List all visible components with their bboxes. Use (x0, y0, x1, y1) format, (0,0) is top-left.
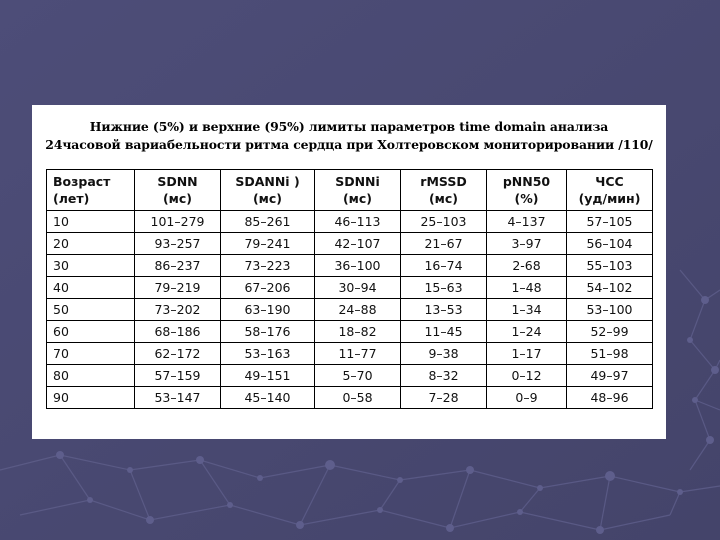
table-cell: 3–97 (486, 232, 567, 255)
table-cell: 13–53 (400, 298, 487, 321)
table-cell: 53–163 (220, 342, 315, 365)
table-cell: 24–88 (314, 298, 401, 321)
hrv-limits-table: Возраст (лет) SDNN (мс) SDANNi ) (мс) SDNNi… (46, 169, 653, 409)
table-cell: 21–67 (400, 232, 487, 255)
table-cell: 73–202 (134, 298, 221, 321)
table-cell: 16–74 (400, 254, 487, 277)
column-header-sdnni: SDNNi (мс) (314, 169, 401, 211)
table-cell: 54–102 (566, 276, 653, 299)
table-cell: 70 (46, 342, 135, 365)
column-header-rmssd: rMSSD (мс) (400, 169, 487, 211)
column-header-pnn50: pNN50 (%) (486, 169, 567, 211)
table-cell: 20 (46, 232, 135, 255)
table-cell: 52–99 (566, 320, 653, 343)
table-row: 40 79–219 67–206 30–94 15–63 1–48 54–102 (46, 276, 653, 299)
column-header-age: Возраст (лет) (46, 169, 135, 211)
column-header-heart-rate: ЧСС (уд/мин) (566, 169, 653, 211)
table-cell: 101–279 (134, 210, 221, 233)
table-cell: 63–190 (220, 298, 315, 321)
table-cell: 18–82 (314, 320, 401, 343)
table-row: 30 86–237 73–223 36–100 16–74 2-68 55–10… (46, 254, 653, 277)
table-cell: 50 (46, 298, 135, 321)
table-cell: 86–237 (134, 254, 221, 277)
table-cell: 40 (46, 276, 135, 299)
table-row: 50 73–202 63–190 24–88 13–53 1–34 53–100 (46, 298, 653, 321)
table-cell: 90 (46, 386, 135, 409)
table-cell: 7–28 (400, 386, 487, 409)
table-cell: 30 (46, 254, 135, 277)
table-cell: 49–97 (566, 364, 653, 387)
table-cell: 42–107 (314, 232, 401, 255)
table-cell: 62–172 (134, 342, 221, 365)
table-cell: 36–100 (314, 254, 401, 277)
table-cell: 67–206 (220, 276, 315, 299)
table-cell: 1–17 (486, 342, 567, 365)
table-row: 90 53–147 45–140 0–58 7–28 0–9 48–96 (46, 386, 653, 409)
table-cell: 57–105 (566, 210, 653, 233)
table-row: 70 62–172 53–163 11–77 9–38 1–17 51–98 (46, 342, 653, 365)
column-header-sdanni: SDANNi ) (мс) (220, 169, 315, 211)
table-cell: 53–147 (134, 386, 221, 409)
table-cell: 1–24 (486, 320, 567, 343)
table-row: 20 93–257 79–241 42–107 21–67 3–97 56–10… (46, 232, 653, 255)
table-cell: 4–137 (486, 210, 567, 233)
table-cell: 93–257 (134, 232, 221, 255)
table-cell: 11–77 (314, 342, 401, 365)
table-cell: 25–103 (400, 210, 487, 233)
table-cell: 51–98 (566, 342, 653, 365)
table-cell: 2-68 (486, 254, 567, 277)
table-cell: 79–219 (134, 276, 221, 299)
table-cell: 11–45 (400, 320, 487, 343)
table-cell: 80 (46, 364, 135, 387)
table-cell: 58–176 (220, 320, 315, 343)
table-cell: 57–159 (134, 364, 221, 387)
table-cell: 5–70 (314, 364, 401, 387)
table-cell: 30–94 (314, 276, 401, 299)
table-cell: 8–32 (400, 364, 487, 387)
table-cell: 79–241 (220, 232, 315, 255)
table-image-sheet: Нижние (5%) и верхние (95%) лимиты парам… (32, 105, 666, 439)
table-title-line-2: 24часовой вариабельности ритма сердца пр… (45, 137, 653, 152)
table-cell: 48–96 (566, 386, 653, 409)
table-cell: 0–12 (486, 364, 567, 387)
table-row: 10 101–279 85–261 46–113 25–103 4–137 57… (46, 210, 653, 233)
table-cell: 49–151 (220, 364, 315, 387)
network-nodes (56, 296, 719, 534)
table-cell: 10 (46, 210, 135, 233)
table-cell: 60 (46, 320, 135, 343)
table-row: 60 68–186 58–176 18–82 11–45 1–24 52–99 (46, 320, 653, 343)
table-cell: 56–104 (566, 232, 653, 255)
table-cell: 85–261 (220, 210, 315, 233)
table-row: 80 57–159 49–151 5–70 8–32 0–12 49–97 (46, 364, 653, 387)
table-cell: 55–103 (566, 254, 653, 277)
table-cell: 53–100 (566, 298, 653, 321)
table-cell: 68–186 (134, 320, 221, 343)
table-header-row: Возраст (лет) SDNN (мс) SDANNi ) (мс) SDNNi… (46, 169, 653, 211)
table-cell: 0–9 (486, 386, 567, 409)
column-header-sdnn: SDNN (мс) (134, 169, 221, 211)
table-cell: 9–38 (400, 342, 487, 365)
table-title-line-1: Нижние (5%) и верхние (95%) лимиты парам… (89, 119, 609, 134)
table-cell: 73–223 (220, 254, 315, 277)
table-cell: 1–34 (486, 298, 567, 321)
table-cell: 0–58 (314, 386, 401, 409)
table-cell: 46–113 (314, 210, 401, 233)
table-cell: 45–140 (220, 386, 315, 409)
table-cell: 1–48 (486, 276, 567, 299)
table-cell: 15–63 (400, 276, 487, 299)
